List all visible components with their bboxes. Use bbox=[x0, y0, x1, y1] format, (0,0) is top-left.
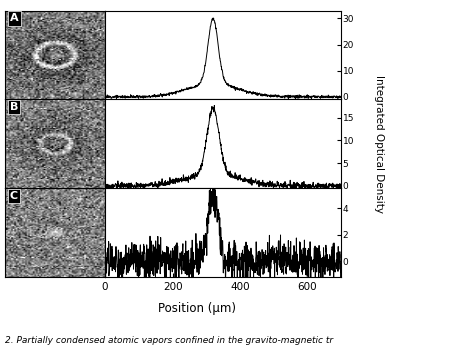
Text: Integrated Optical Density: Integrated Optical Density bbox=[374, 75, 384, 213]
Text: 2. Partially condensed atomic vapors confined in the gravito-magnetic tr: 2. Partially condensed atomic vapors con… bbox=[5, 336, 333, 345]
Text: Position (μm): Position (μm) bbox=[158, 302, 236, 315]
Text: C: C bbox=[10, 191, 18, 201]
Text: A: A bbox=[10, 13, 18, 23]
Text: B: B bbox=[10, 102, 18, 112]
